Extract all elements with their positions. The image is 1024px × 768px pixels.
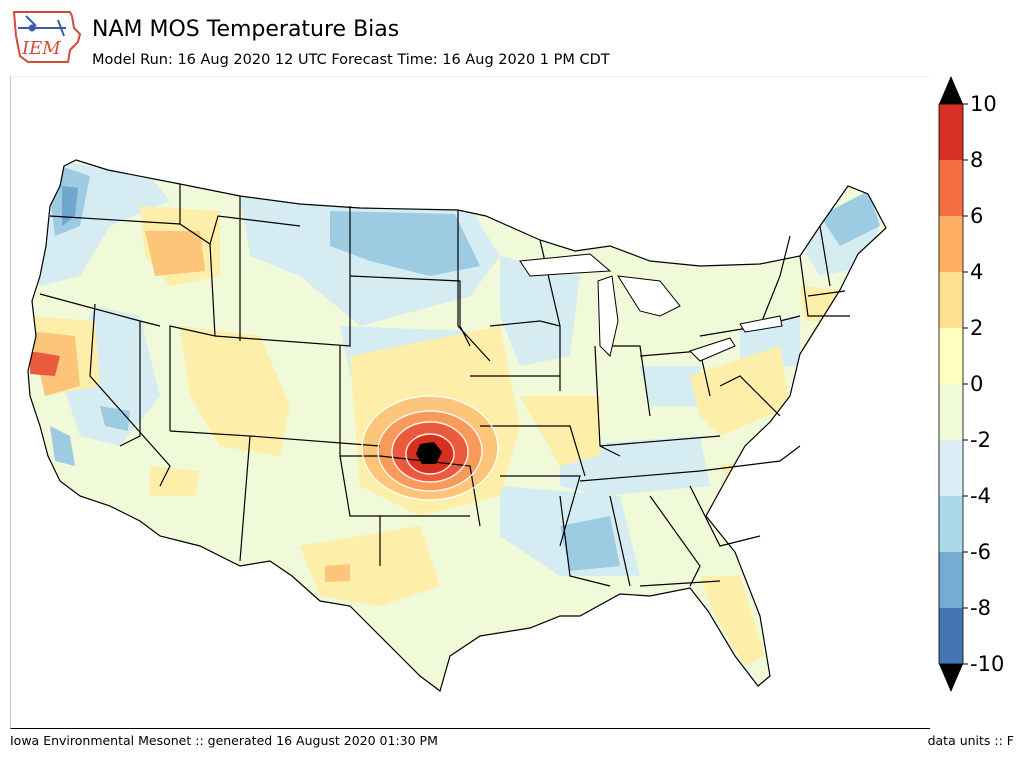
colorbar-tick-label: -2: [970, 428, 991, 452]
colorbar-block: [939, 104, 963, 161]
colorbar-block: [939, 328, 963, 385]
svg-text:IEM: IEM: [21, 38, 61, 59]
map-subtitle: Model Run: 16 Aug 2020 12 UTC Forecast T…: [92, 52, 610, 68]
west-texas-warm-region: [300, 526, 440, 606]
colorbar-under-arrow: [939, 664, 963, 692]
missouri-illinois-warm-region: [520, 396, 600, 466]
iem-logo: IEM: [8, 6, 84, 66]
colorbar-ticks: 10 8 6 4 2 0 -2 -4 -6 -8 -10: [963, 92, 1004, 676]
ohio-cool-region: [640, 366, 700, 406]
conus-bias-map: [27, 159, 887, 693]
colorbar-block: [939, 216, 963, 273]
colorbar-block: [939, 384, 963, 441]
colorbar: 10 8 6 4 2 0 -2 -4 -6 -8 -10: [938, 76, 1004, 692]
colorbar-tick-label: -4: [970, 484, 991, 508]
sacramento-hot-core: [30, 351, 60, 376]
country-outline: [27, 159, 887, 693]
four-corners-warm-region: [180, 326, 290, 456]
state-borders: [39, 184, 850, 587]
colorbar-tick-label: -6: [970, 540, 991, 564]
map-title: NAM MOS Temperature Bias: [92, 17, 400, 42]
colorbar-tick-label: 2: [970, 316, 983, 340]
arizona-warm-spot: [150, 466, 200, 496]
colorbar-tick-label: 6: [970, 204, 983, 228]
puget-sound-cold-core: [62, 186, 78, 226]
colorbar-block: [939, 272, 963, 329]
colorbar-tick-label: 4: [970, 260, 983, 284]
max-bias-core: [416, 442, 442, 464]
colorbar-tick-label: 10: [970, 92, 997, 116]
colorbar-block: [939, 552, 963, 609]
idaho-warm-core: [145, 231, 205, 276]
dakotas-cold-region: [330, 211, 480, 276]
colorbar-block: [939, 440, 963, 497]
colorbar-block: [939, 496, 963, 553]
colorbar-over-arrow: [939, 76, 963, 104]
socal-coast-cold-region: [50, 426, 75, 466]
colorbar-tick-label: -8: [970, 596, 991, 620]
florida-warm-region: [700, 576, 765, 666]
colorbar-block: [939, 160, 963, 217]
west-texas-warm-spot: [325, 564, 350, 582]
footer-units: data units :: F: [927, 733, 1014, 748]
maine-cold-region: [820, 191, 880, 246]
mississippi-cold-spot: [560, 516, 620, 571]
contour-lines: [361, 395, 499, 501]
great-lakes: [519, 253, 783, 362]
colorbar-tick-label: 8: [970, 148, 983, 172]
colorbar-tick-label: -10: [970, 652, 1004, 676]
colorbar-block: [939, 608, 963, 665]
footer-credit: Iowa Environmental Mesonet :: generated …: [10, 733, 438, 748]
map-frame: [10, 76, 930, 729]
mid-atlantic-warm-region: [690, 346, 790, 436]
colorbar-blocks: [939, 104, 963, 665]
colorbar-tick-label: 0: [970, 372, 983, 396]
carolinas-warm-region: [720, 456, 790, 516]
